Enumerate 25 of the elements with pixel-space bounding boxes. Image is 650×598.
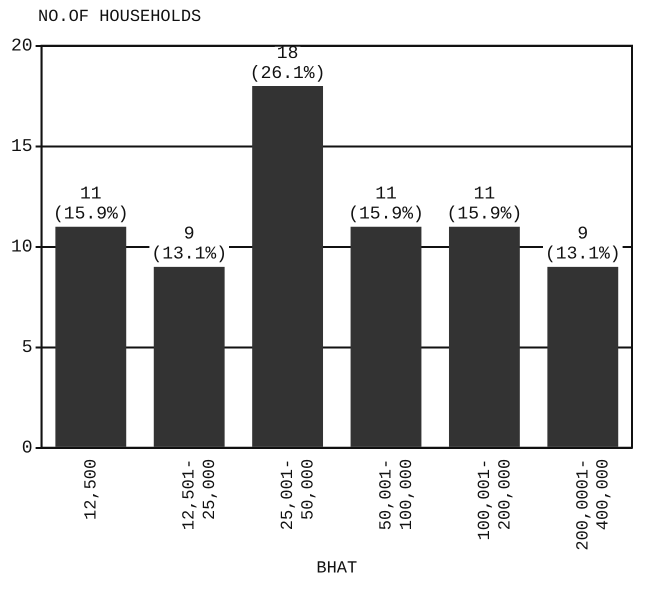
- x-tick-label: 12,500: [82, 458, 102, 520]
- data-label: 11 (15.9%): [348, 184, 424, 224]
- data-label: 9 (13.1%): [151, 224, 228, 265]
- bar: [252, 86, 324, 447]
- x-axis-title: BHAT: [316, 559, 358, 578]
- y-tick-label: 15: [10, 137, 33, 158]
- bar: [154, 266, 225, 447]
- y-tick-label: 20: [10, 36, 33, 57]
- bar: [350, 226, 422, 447]
- bar: [448, 226, 520, 447]
- x-tick-label: 25,001-50,000: [279, 458, 318, 530]
- data-label: 18 (26.1%): [250, 44, 326, 84]
- y-tick-label: 5: [22, 338, 33, 358]
- x-tick-label: 100,001-200,000: [476, 458, 516, 540]
- bar: [547, 266, 618, 447]
- data-label: 11 (15.9%): [52, 184, 129, 224]
- x-tick-label: 200,0001-400,000: [574, 458, 614, 551]
- y-tick-label: 0: [22, 438, 33, 459]
- x-tick-label: 50,001-100,000: [378, 458, 417, 530]
- data-label: 11 (15.9%): [446, 184, 522, 224]
- bar: [55, 226, 126, 447]
- x-tick-label: 12,501-25,000: [180, 458, 220, 530]
- y-axis-title: NO.OF HOUSEHOLDS: [37, 8, 202, 29]
- y-tick-label: 10: [10, 238, 33, 258]
- data-label: 9 (13.1%): [544, 224, 621, 265]
